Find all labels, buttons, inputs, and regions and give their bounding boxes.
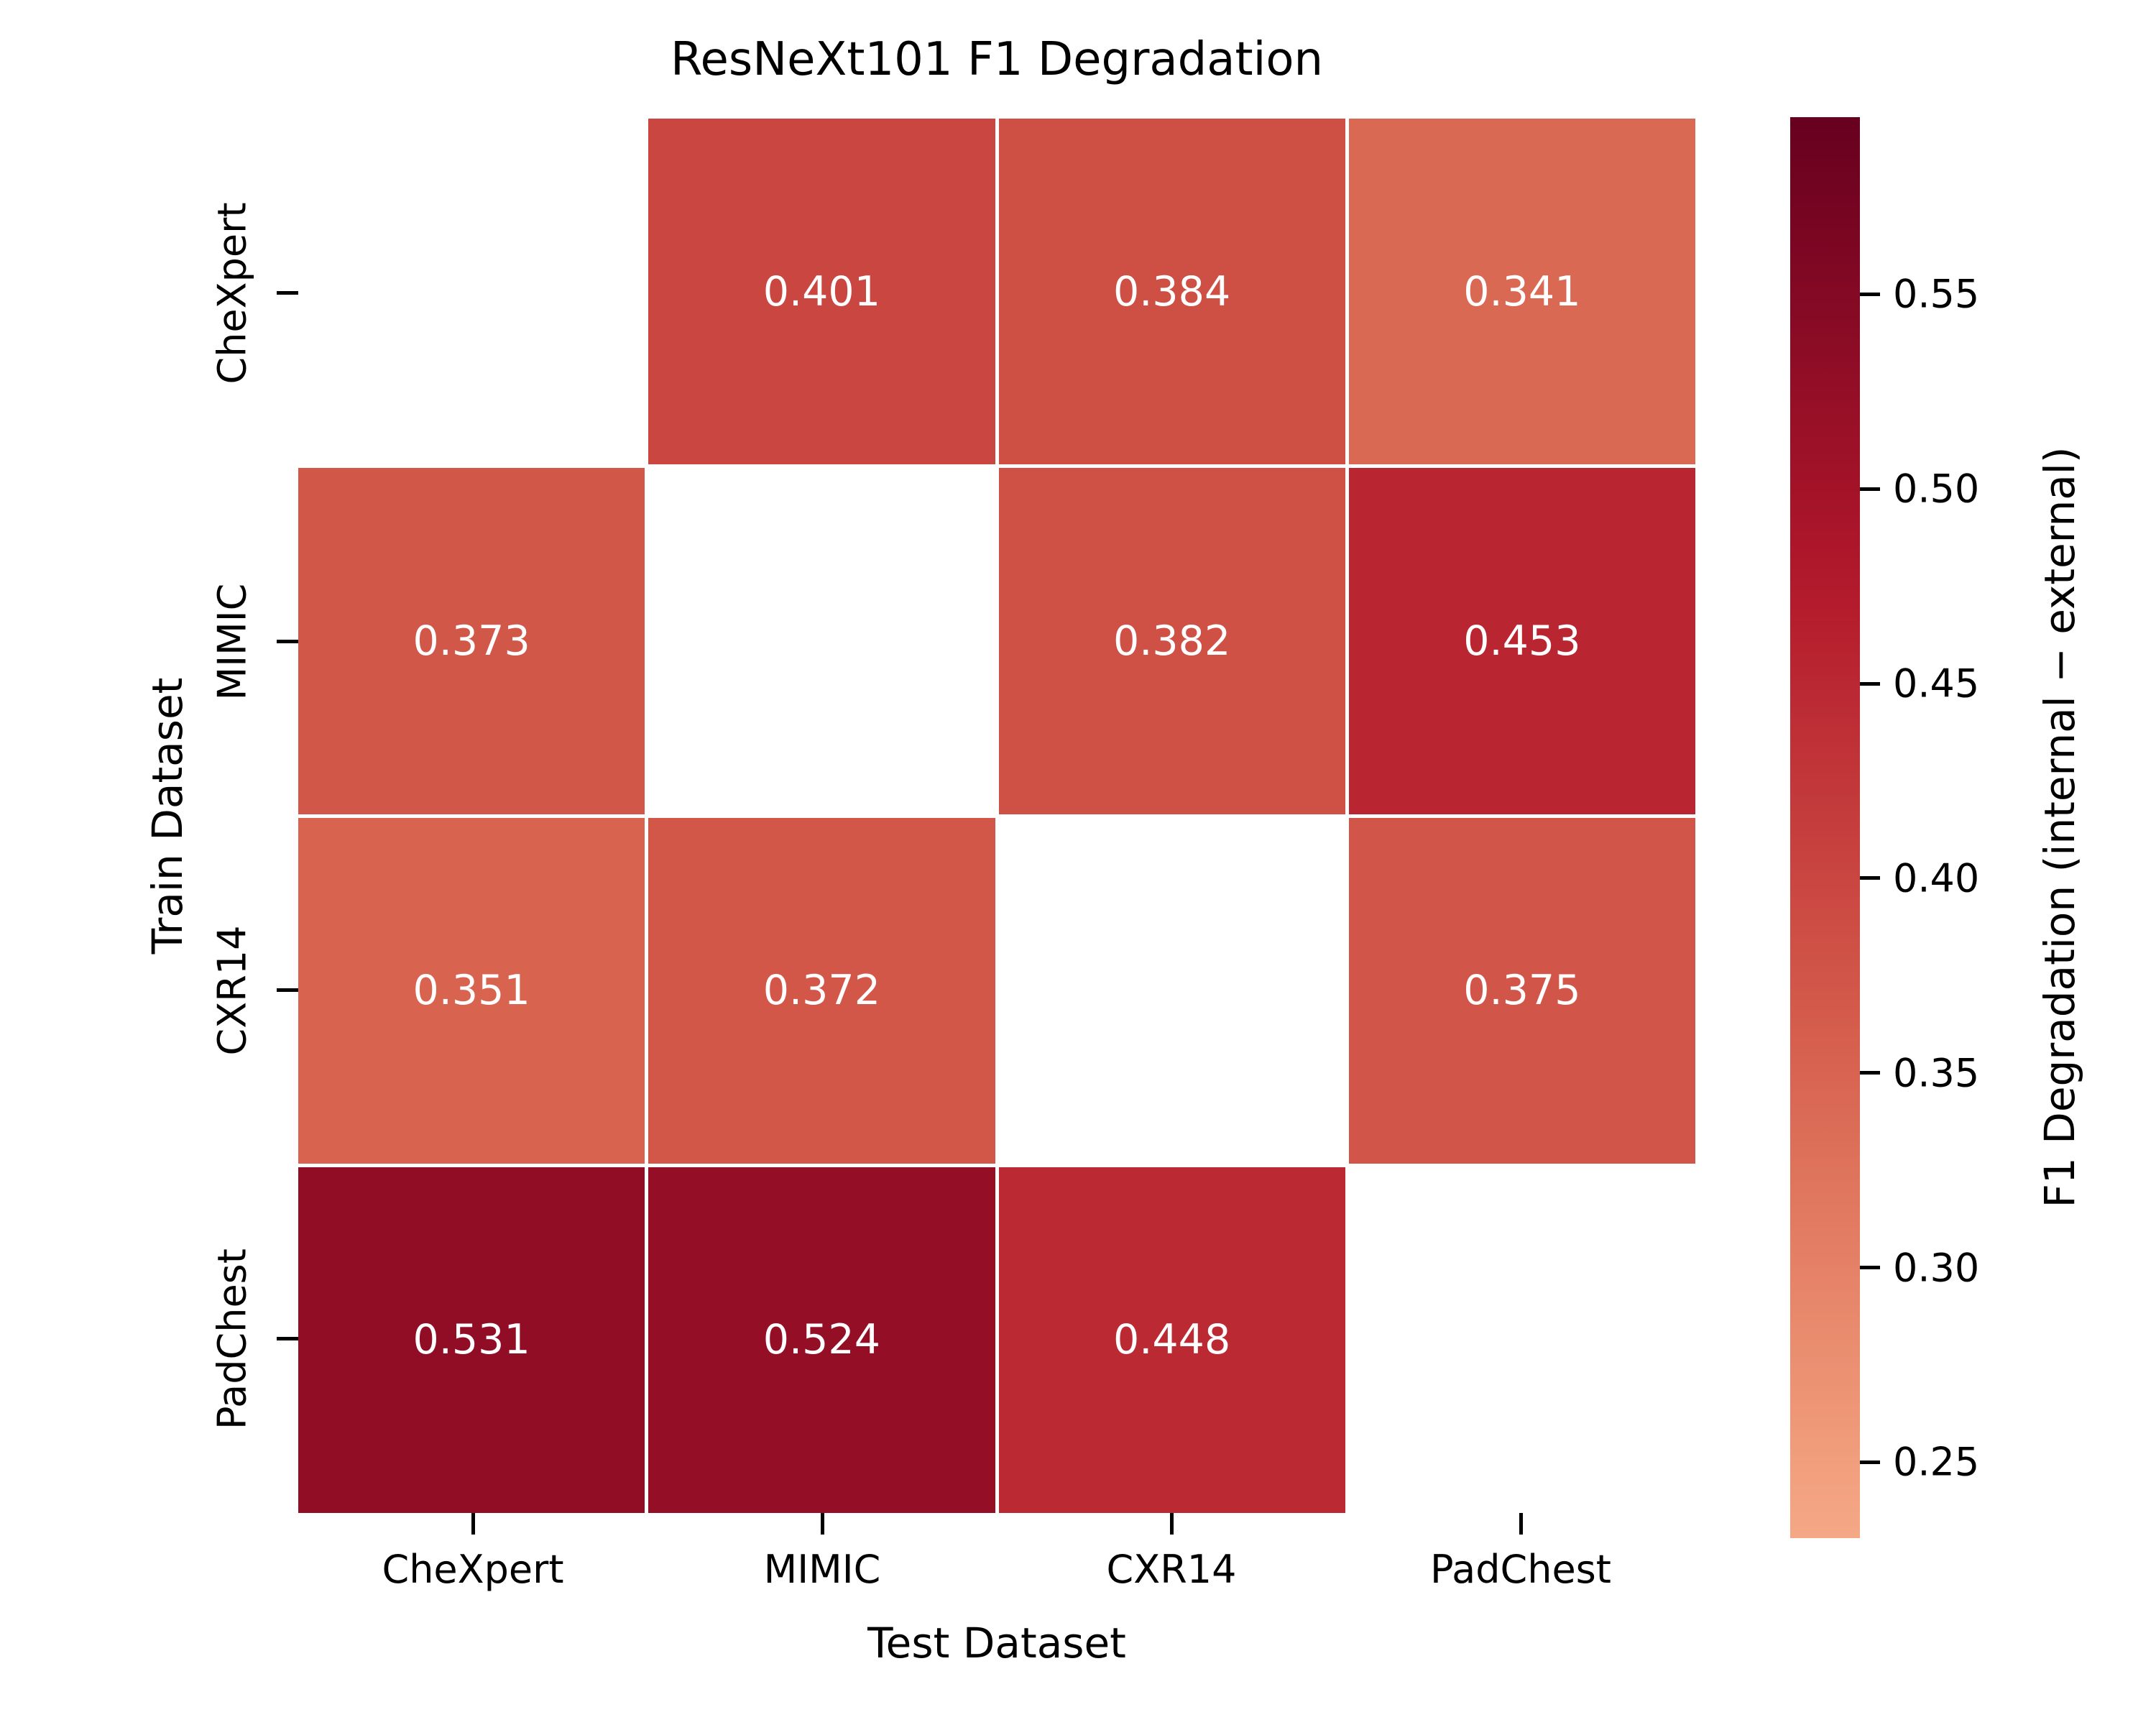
x-tick-label: CheXpert: [382, 1547, 564, 1592]
heatmap-cell: 0.373: [298, 468, 645, 814]
colorbar-tick-mark: [1860, 1071, 1880, 1075]
colorbar-tick-mark: [1860, 487, 1880, 491]
x-tick-mark: [1169, 1513, 1174, 1535]
heatmap-cell: 0.382: [998, 468, 1345, 814]
y-tick-label: CheXpert: [209, 201, 255, 385]
colorbar-tick-mark: [1860, 1460, 1880, 1464]
x-tick-mark: [1519, 1513, 1523, 1535]
colorbar-tick-label: 0.40: [1893, 855, 1980, 901]
heatmap-cell: 0.372: [648, 817, 995, 1164]
colorbar-tick-label: 0.55: [1893, 271, 1980, 317]
heatmap-cell: 0.341: [1348, 119, 1695, 465]
heatmap-cell-masked: [648, 468, 995, 814]
cell-value: 0.524: [763, 1316, 880, 1364]
colorbar-tick-mark: [1860, 681, 1880, 686]
y-tick-label: CXR14: [209, 925, 255, 1055]
x-tick-label: MIMIC: [763, 1547, 881, 1592]
colorbar-tick-label: 0.35: [1893, 1050, 1980, 1096]
heatmap-cell: 0.531: [298, 1167, 645, 1513]
x-tick-mark: [471, 1513, 475, 1535]
colorbar-label: F1 Degradation (internal − external): [2035, 446, 2084, 1208]
cell-value: 0.373: [413, 617, 530, 665]
colorbar-tick-mark: [1860, 1266, 1880, 1270]
y-tick-label: PadChest: [209, 1248, 255, 1430]
colorbar-tick-label: 0.45: [1893, 661, 1980, 707]
cell-value: 0.372: [763, 967, 880, 1015]
heatmap-cell-masked: [298, 119, 645, 465]
cell-value: 0.382: [1113, 617, 1231, 665]
colorbar-tick-mark: [1860, 292, 1880, 296]
heatmap-cell-masked: [998, 817, 1345, 1164]
cell-value: 0.341: [1463, 267, 1581, 316]
cell-value: 0.448: [1113, 1316, 1231, 1364]
cell-value: 0.401: [763, 267, 880, 316]
heatmap-grid: 0.401 0.384 0.341 0.373 0.382 0.453 0.351 0.372…: [298, 119, 1695, 1513]
colorbar-tick-label: 0.30: [1893, 1245, 1980, 1291]
x-tick-mark: [820, 1513, 824, 1535]
heatmap-cell-masked: [1348, 1167, 1695, 1513]
chart-title: ResNeXt101 F1 Degradation: [670, 33, 1324, 86]
heatmap-cell: 0.384: [998, 119, 1345, 465]
cell-value: 0.384: [1113, 267, 1231, 316]
cell-value: 0.453: [1463, 617, 1581, 665]
heatmap-cell: 0.453: [1348, 468, 1695, 814]
heatmap-cell: 0.351: [298, 817, 645, 1164]
y-tick-mark: [277, 988, 298, 992]
y-tick-mark: [277, 1337, 298, 1340]
y-tick-mark: [277, 291, 298, 295]
colorbar-tick-label: 0.25: [1893, 1439, 1980, 1485]
y-axis-label: Train Dataset: [143, 677, 192, 954]
heatmap-cell: 0.524: [648, 1167, 995, 1513]
heatmap-cell: 0.448: [998, 1167, 1345, 1513]
x-axis-label: Test Dataset: [867, 1619, 1126, 1668]
heatmap-cell: 0.401: [648, 119, 995, 465]
colorbar-gradient: [1790, 117, 1860, 1538]
cell-value: 0.351: [413, 967, 530, 1015]
x-tick-label: PadChest: [1430, 1547, 1611, 1592]
x-tick-label: CXR14: [1106, 1547, 1237, 1592]
y-tick-mark: [277, 640, 298, 643]
cell-value: 0.375: [1463, 967, 1581, 1015]
cell-value: 0.531: [413, 1316, 530, 1364]
heatmap-cell: 0.375: [1348, 817, 1695, 1164]
colorbar-tick-mark: [1860, 876, 1880, 880]
y-tick-label: MIMIC: [209, 583, 255, 700]
colorbar-tick-label: 0.50: [1893, 466, 1980, 512]
